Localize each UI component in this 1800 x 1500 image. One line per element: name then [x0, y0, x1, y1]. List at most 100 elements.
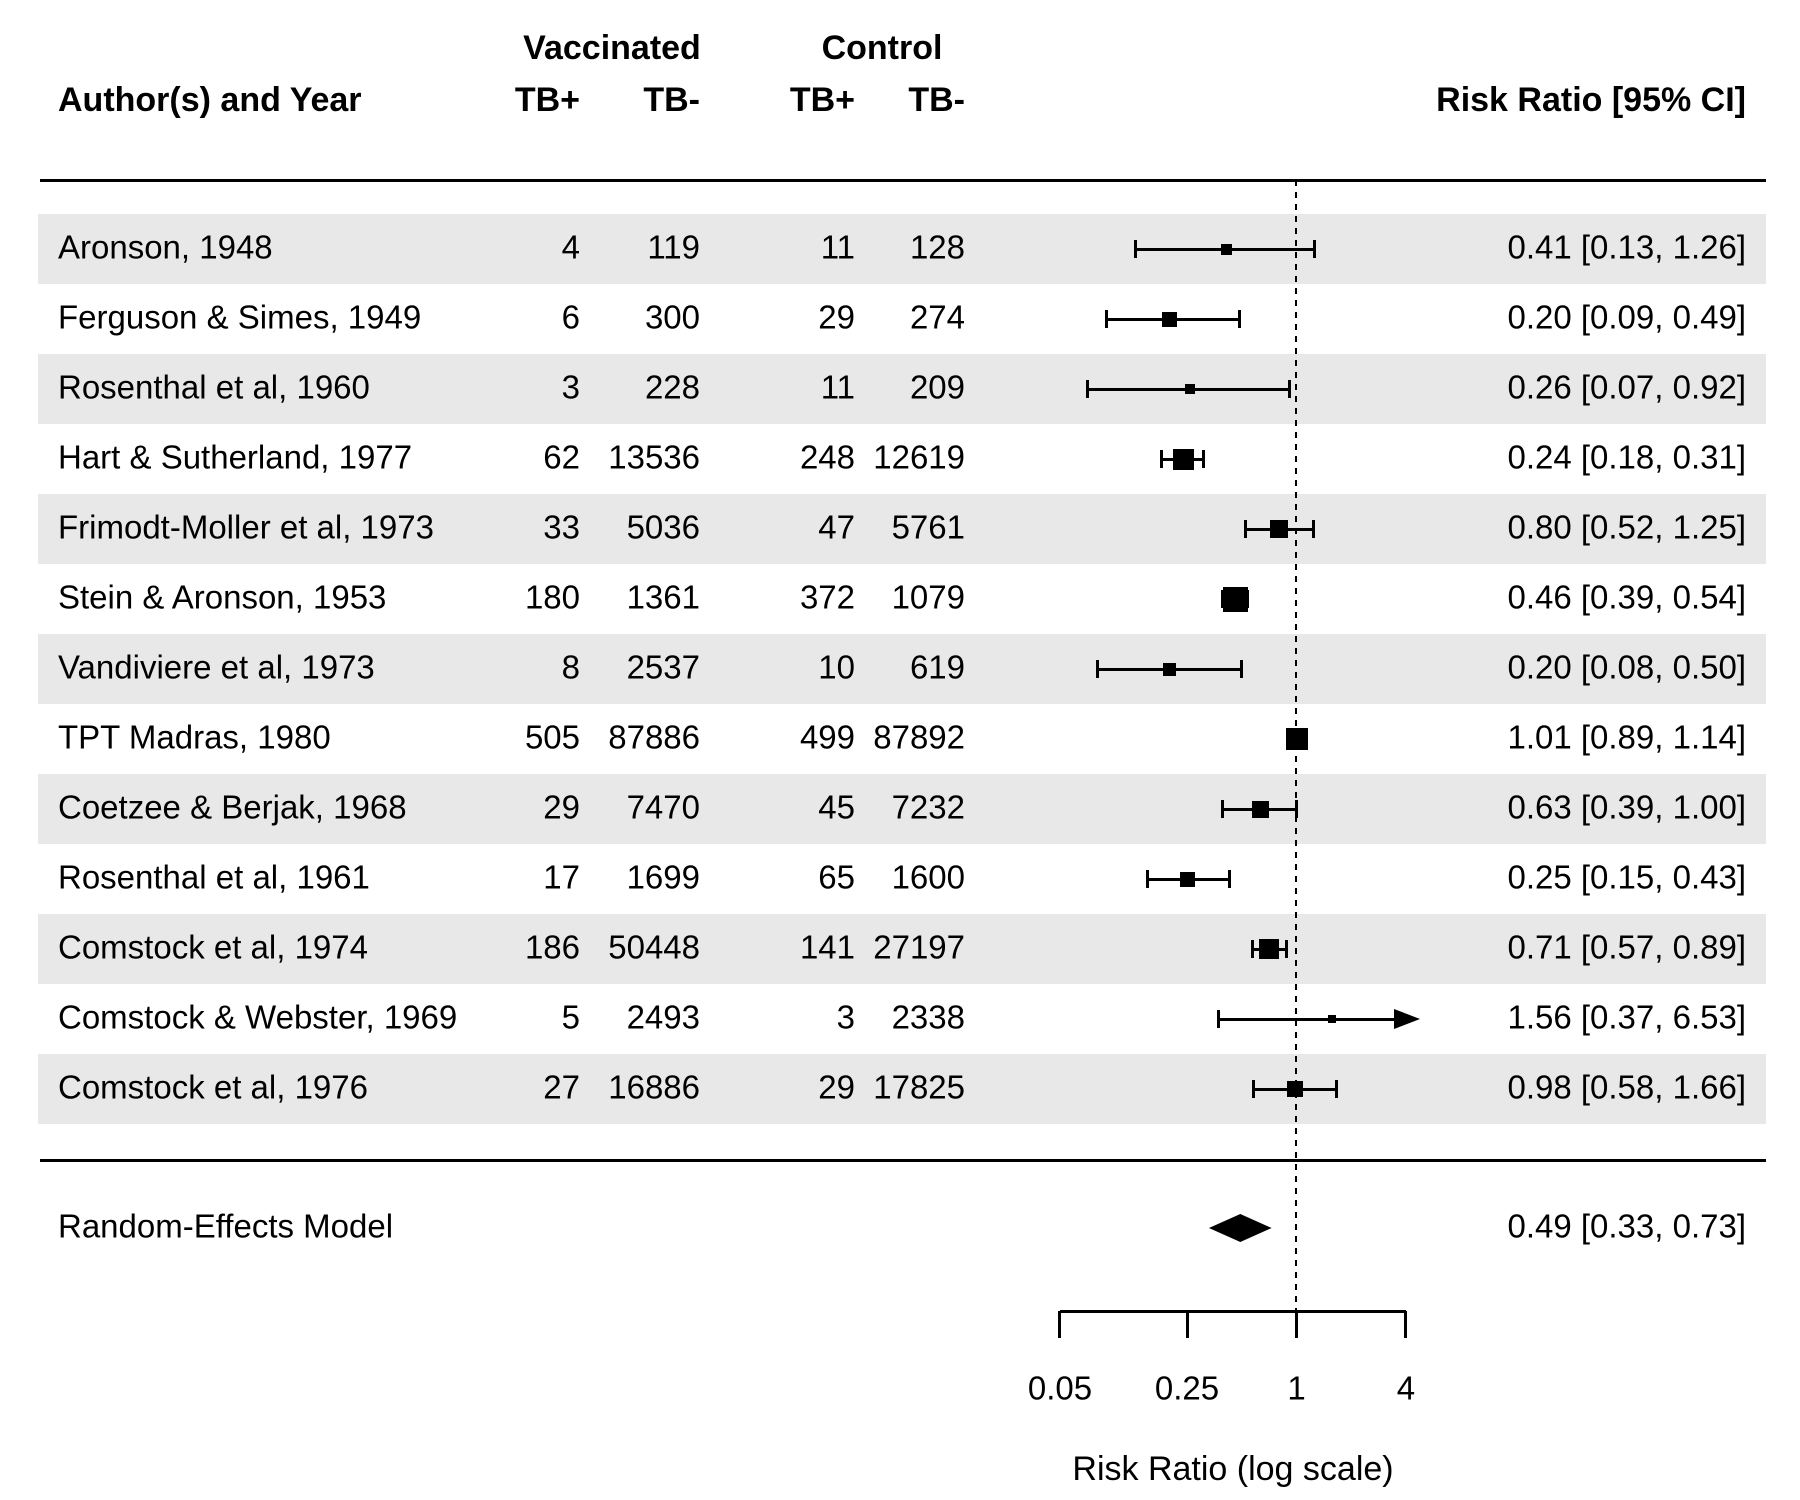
ci-cap-right [1227, 870, 1231, 888]
x-axis-tick [1185, 1311, 1189, 1338]
study-count-tbneg_v: 5036 [626, 508, 700, 546]
ci-cap-left [1105, 310, 1109, 328]
header-author-col: Author(s) and Year [58, 80, 362, 119]
study-count-tbneg_c: 209 [909, 368, 965, 406]
study-ci-label: 0.25 [0.15, 0.43] [1507, 858, 1746, 896]
study-count-tbneg_c: 27197 [873, 928, 965, 966]
study-ci-label: 0.20 [0.08, 0.50] [1507, 648, 1746, 686]
study-count-tbneg_v: 87886 [608, 718, 700, 756]
study-count-tbneg_v: 1361 [626, 578, 700, 616]
study-ci-label: 0.24 [0.18, 0.31] [1507, 438, 1746, 476]
ci-cap-left [1221, 590, 1225, 608]
effect-square [1161, 311, 1177, 327]
study-ci-label: 0.26 [0.07, 0.92] [1507, 368, 1746, 406]
ci-cap-right [1287, 380, 1291, 398]
study-count-tbneg_v: 7470 [626, 788, 700, 826]
summary-rule [40, 1159, 1766, 1162]
study-count-tbpos_v: 4 [561, 228, 580, 266]
study-author: Vandiviere et al, 1973 [58, 648, 375, 686]
study-count-tbneg_v: 119 [647, 228, 700, 266]
study-count-tbneg_c: 1600 [891, 858, 965, 896]
study-count-tbpos_v: 33 [543, 508, 580, 546]
study-count-tbneg_c: 12619 [873, 438, 965, 476]
study-count-tbneg_c: 17825 [873, 1068, 965, 1106]
study-count-tbneg_v: 1699 [626, 858, 700, 896]
effect-square [1251, 800, 1269, 818]
study-count-tbpos_c: 65 [818, 858, 855, 896]
study-ci-label: 0.20 [0.09, 0.49] [1507, 298, 1746, 336]
study-count-tbneg_v: 50448 [608, 928, 700, 966]
x-axis-tick-label: 0.25 [1154, 1369, 1220, 1407]
study-count-tbpos_v: 29 [543, 788, 580, 826]
study-count-tbpos_c: 141 [799, 928, 855, 966]
effect-square [1179, 871, 1195, 887]
effect-square [1286, 728, 1309, 750]
header-vacc-tbneg: TB- [643, 80, 700, 119]
ci-cap-right [1312, 520, 1316, 538]
row-stripe [38, 774, 1766, 844]
row-stripe [38, 494, 1766, 564]
row-stripe [38, 1054, 1766, 1124]
study-count-tbneg_c: 1079 [891, 578, 965, 616]
summary-ci-label: 0.49 [0.33, 0.73] [1507, 1207, 1746, 1245]
study-count-tbpos_v: 62 [543, 438, 580, 476]
study-count-tbneg_v: 228 [644, 368, 700, 406]
ci-cap-right [1202, 450, 1206, 468]
study-count-tbpos_c: 248 [799, 438, 855, 476]
ci-cap-left [1216, 1010, 1220, 1028]
study-ci-label: 0.71 [0.57, 0.89] [1507, 928, 1746, 966]
ci-cap-left [1085, 380, 1089, 398]
study-author: Comstock et al, 1976 [58, 1068, 368, 1106]
ci-cap-right [1285, 940, 1289, 958]
ci-cap-left [1096, 660, 1100, 678]
study-ci-label: 0.41 [0.13, 1.26] [1507, 228, 1746, 266]
x-axis-tick-label: 0.05 [1027, 1369, 1093, 1407]
study-count-tbpos_v: 505 [524, 718, 580, 756]
effect-square [1269, 520, 1288, 538]
study-count-tbpos_c: 499 [799, 718, 855, 756]
x-axis-tick [1058, 1311, 1062, 1338]
study-count-tbneg_c: 128 [909, 228, 965, 266]
study-count-tbpos_c: 45 [818, 788, 855, 826]
x-axis-tick-label: 1 [1287, 1369, 1306, 1407]
row-stripe [38, 914, 1766, 984]
study-count-tbneg_c: 2338 [891, 998, 965, 1036]
study-count-tbpos_c: 29 [818, 298, 855, 336]
study-count-tbneg_v: 16886 [608, 1068, 700, 1106]
study-count-tbpos_c: 11 [820, 228, 855, 266]
header-effect-col: Risk Ratio [95% CI] [1436, 80, 1746, 119]
study-count-tbneg_v: 300 [644, 298, 700, 336]
header-ctrl-tbpos: TB+ [789, 80, 855, 119]
study-count-tbpos_v: 180 [524, 578, 580, 616]
ci-cap-left [1243, 520, 1247, 538]
row-stripe [38, 354, 1766, 424]
ci-cap-right [1294, 800, 1298, 818]
study-author: Stein & Aronson, 1953 [58, 578, 387, 616]
ci-cap-left [1252, 1080, 1256, 1098]
ci-cap-left [1160, 450, 1164, 468]
ci-cap-left [1251, 940, 1255, 958]
ci-cap-left [1221, 800, 1225, 818]
study-count-tbneg_c: 7232 [891, 788, 965, 826]
ci-cap-right [1238, 310, 1242, 328]
ci-cap-right [1312, 240, 1316, 258]
effect-square [1327, 1015, 1336, 1023]
study-author: Ferguson & Simes, 1949 [58, 298, 422, 336]
ci-cap-left [1145, 870, 1149, 888]
effect-square [1173, 448, 1195, 470]
x-axis-line [1059, 1310, 1406, 1313]
study-author: Comstock et al, 1974 [58, 928, 368, 966]
study-ci-label: 0.46 [0.39, 0.54] [1507, 578, 1746, 616]
study-count-tbpos_c: 372 [799, 578, 855, 616]
effect-square [1222, 586, 1248, 612]
ci-arrow-right [1393, 1009, 1420, 1029]
study-count-tbpos_v: 27 [543, 1068, 580, 1106]
study-count-tbpos_c: 11 [820, 368, 855, 406]
effect-square [1162, 662, 1176, 676]
study-author: Frimodt-Moller et al, 1973 [58, 508, 434, 546]
study-ci-label: 0.98 [0.58, 1.66] [1507, 1068, 1746, 1106]
header-group-vaccinated: Vaccinated [523, 28, 701, 67]
study-count-tbneg_c: 619 [909, 648, 965, 686]
study-count-tbpos_v: 3 [561, 368, 580, 406]
